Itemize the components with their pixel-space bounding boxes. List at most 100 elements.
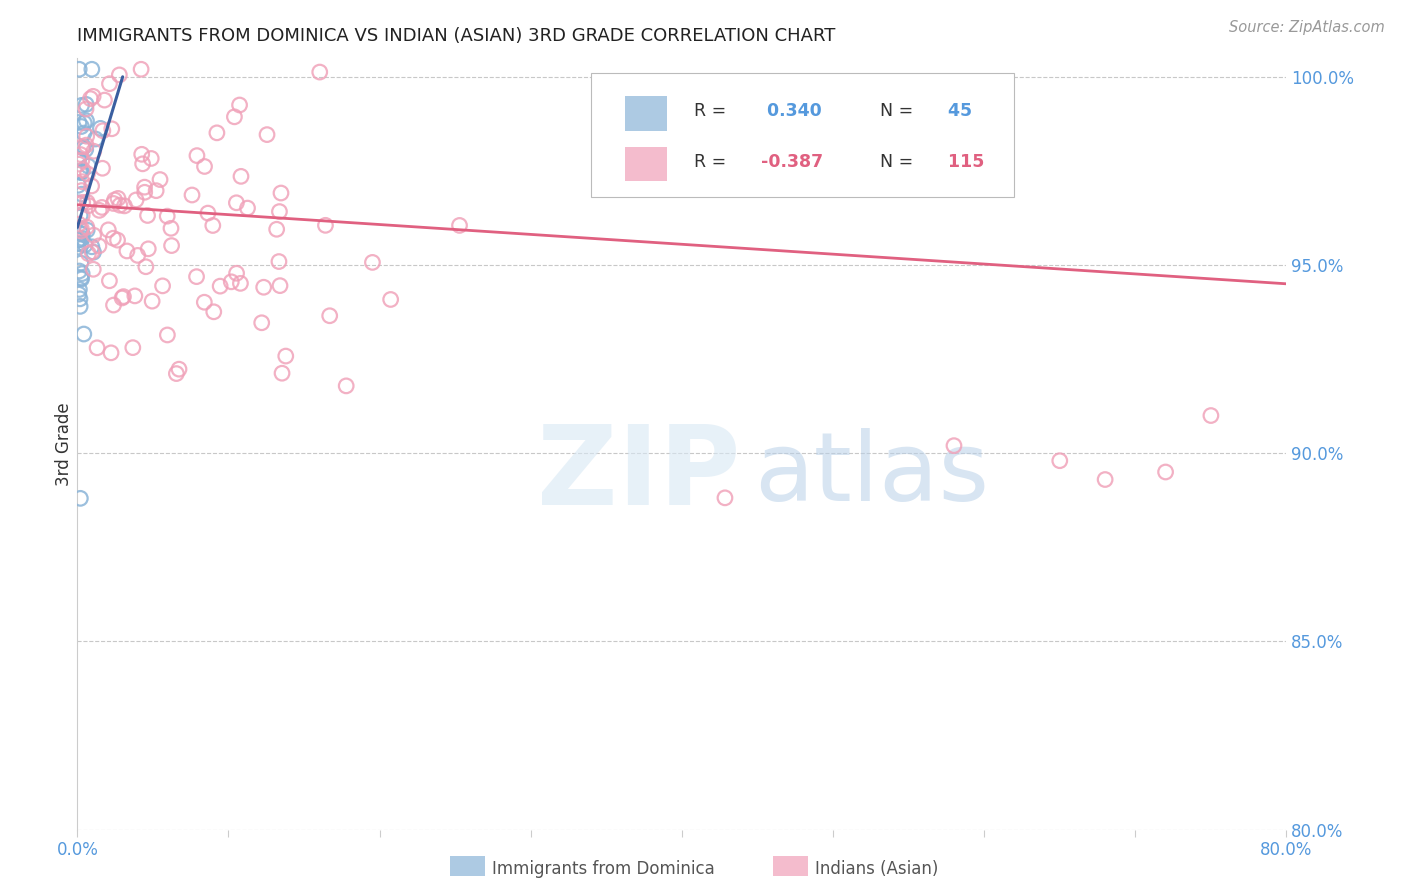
Point xyxy=(91,124,114,138)
Point xyxy=(202,305,225,319)
Point xyxy=(103,298,125,312)
Point xyxy=(186,269,208,284)
Point xyxy=(70,271,93,285)
Point xyxy=(167,362,190,376)
Point xyxy=(225,266,247,280)
Point xyxy=(193,295,215,310)
Point xyxy=(70,139,93,153)
Point xyxy=(98,77,121,91)
Point xyxy=(86,341,108,355)
Point xyxy=(77,198,100,212)
Point xyxy=(149,172,172,186)
Point xyxy=(107,233,129,247)
Point xyxy=(156,328,179,343)
Point xyxy=(76,223,98,237)
Point xyxy=(87,239,110,253)
Point xyxy=(308,65,330,79)
Point xyxy=(76,113,98,128)
Point xyxy=(75,143,97,157)
Point xyxy=(73,116,96,130)
Point xyxy=(66,195,89,210)
Point xyxy=(73,326,96,341)
Point xyxy=(70,166,93,180)
Point xyxy=(224,110,246,124)
Point xyxy=(72,141,94,155)
Point xyxy=(83,245,105,260)
Point xyxy=(89,203,111,218)
Point xyxy=(70,164,93,178)
Point xyxy=(67,62,90,77)
Point xyxy=(80,62,103,77)
FancyBboxPatch shape xyxy=(592,73,1015,197)
Point xyxy=(115,244,138,258)
Point xyxy=(229,277,252,291)
Point xyxy=(152,278,174,293)
Text: ZIP: ZIP xyxy=(537,421,740,528)
Point xyxy=(1094,473,1116,487)
Point xyxy=(75,138,97,153)
Point xyxy=(89,121,111,136)
Point xyxy=(66,236,89,251)
Point xyxy=(114,199,136,213)
Text: 115: 115 xyxy=(942,153,984,171)
Point xyxy=(111,291,134,305)
Text: Indians (Asian): Indians (Asian) xyxy=(815,860,939,878)
Point xyxy=(314,219,336,233)
Point xyxy=(70,184,93,198)
Point xyxy=(70,120,93,134)
Point xyxy=(145,184,167,198)
Point xyxy=(69,209,91,223)
Point xyxy=(229,169,252,184)
Point xyxy=(70,231,93,245)
Point xyxy=(67,153,90,167)
Point xyxy=(70,187,93,202)
Point xyxy=(225,195,247,210)
Point xyxy=(70,175,93,189)
Point xyxy=(97,223,120,237)
Point xyxy=(69,165,91,179)
Point xyxy=(141,294,163,309)
Point xyxy=(103,196,125,211)
Point xyxy=(67,157,90,171)
Point xyxy=(250,316,273,330)
Point xyxy=(108,198,131,212)
Point xyxy=(69,292,91,306)
Point xyxy=(80,178,103,193)
Point xyxy=(75,102,97,116)
Point xyxy=(70,98,93,112)
Text: IMMIGRANTS FROM DOMINICA VS INDIAN (ASIAN) 3RD GRADE CORRELATION CHART: IMMIGRANTS FROM DOMINICA VS INDIAN (ASIA… xyxy=(77,28,835,45)
Point xyxy=(98,274,121,288)
Point xyxy=(209,279,232,293)
Point xyxy=(72,162,94,177)
Point xyxy=(76,195,98,210)
Point xyxy=(84,132,107,146)
Point xyxy=(127,248,149,262)
Point xyxy=(91,161,114,176)
Point xyxy=(266,222,288,236)
Point xyxy=(108,68,131,82)
Point xyxy=(69,299,91,313)
Point xyxy=(449,219,471,233)
Point xyxy=(129,62,152,77)
Point xyxy=(76,129,98,144)
Point xyxy=(72,227,94,242)
FancyBboxPatch shape xyxy=(626,146,668,181)
Text: N =: N = xyxy=(869,103,920,120)
Point xyxy=(134,186,156,200)
Point xyxy=(100,346,122,360)
Point xyxy=(69,491,91,506)
Point xyxy=(101,121,124,136)
Point xyxy=(361,255,384,269)
Point xyxy=(70,153,93,168)
Point xyxy=(93,93,115,107)
Point xyxy=(267,254,290,268)
Point xyxy=(69,256,91,270)
Y-axis label: 3rd Grade: 3rd Grade xyxy=(55,402,73,485)
Point xyxy=(66,240,89,254)
Point xyxy=(69,233,91,247)
Point xyxy=(67,283,90,297)
Point xyxy=(131,157,153,171)
Point xyxy=(271,366,294,380)
Point xyxy=(165,367,187,381)
Point xyxy=(80,240,103,254)
